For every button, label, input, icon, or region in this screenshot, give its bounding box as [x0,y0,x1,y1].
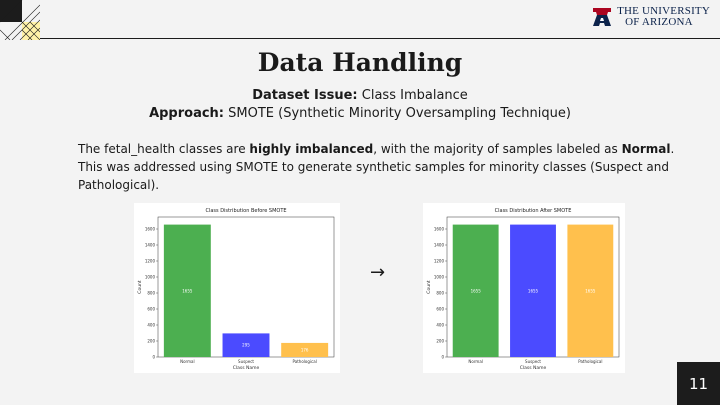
bar-value-label: 1655 [528,288,539,293]
arrow-icon: → [370,262,386,283]
x-tick-label: Normal [180,359,194,364]
chart-title: Class Distribution After SMOTE [495,208,572,214]
description-paragraph: The fetal_health classes are highly imba… [78,140,700,194]
y-tick-label: 1600 [434,227,445,232]
y-tick-label: 1200 [434,259,445,264]
y-tick-label: 600 [147,307,155,312]
para-text-1: The fetal_health classes are [78,142,250,156]
page-number: 11 [677,362,720,405]
para-bold-2: Normal [621,142,671,156]
y-axis-label: Count [137,280,143,294]
decorative-corner-pattern [0,0,41,41]
bar-suspect [222,333,270,357]
y-tick-label: 1400 [145,243,156,248]
chart-title: Class Distribution Before SMOTE [205,208,286,214]
x-tick-label: Pathological [578,359,602,364]
header-divider [40,38,720,39]
x-tick-label: Normal [468,359,482,364]
y-tick-label: 400 [147,323,155,328]
y-tick-label: 1600 [145,227,156,232]
chart-after-smote: Class Distribution After SMOTE 0 200 400 600… [423,203,625,373]
bar-normal [163,224,211,357]
bar-value-label: 1655 [182,288,193,293]
bar-normal [452,224,499,357]
bar-pathological [567,224,614,357]
y-tick-label: 1200 [145,259,156,264]
x-tick-label: Suspect [238,359,254,364]
y-tick-label: 0 [152,355,155,360]
issue-label: Dataset Issue: [252,88,358,103]
y-tick-label: 1000 [434,275,445,280]
y-tick-label: 200 [436,339,444,344]
y-tick-label: 800 [147,291,155,296]
arizona-a-logo-icon [593,8,612,26]
bar-value-label: 1655 [471,288,482,293]
bar-value-label: 1655 [585,288,596,293]
issue-value: Class Imbalance [361,88,468,103]
y-tick-label: 200 [147,339,155,344]
y-tick-label: 600 [436,307,444,312]
para-text-3: . This was addressed using SMOTE to gene… [78,142,675,192]
y-tick-label: 0 [441,355,444,360]
y-tick-label: 800 [436,291,444,296]
bar-suspect [510,224,556,357]
x-axis-label: Class Name [520,365,547,371]
bar-value-label: 176 [301,347,309,352]
approach-label: Approach: [149,106,225,121]
logo-line-2: OF ARIZONA [625,16,693,28]
bar-pathological [281,342,329,357]
logo-line-1: THE UNIVERSITY [617,5,710,17]
bar-value-label: 295 [242,343,250,348]
page-title: Data Handling [257,48,463,77]
para-text-2: , with the majority of samples labeled a… [373,142,622,156]
y-tick-label: 1000 [145,275,156,280]
y-tick-label: 1400 [434,243,445,248]
y-tick-label: 400 [436,323,444,328]
approach-line: Approach: SMOTE (Synthetic Minority Over… [0,106,720,121]
x-tick-label: Suspect [525,359,541,364]
para-bold-1: highly imbalanced [249,142,374,156]
approach-value: SMOTE (Synthetic Minority Oversampling T… [228,106,571,121]
dataset-issue-line: Dataset Issue: Class Imbalance [0,88,720,103]
x-axis-label: Class Name [233,365,260,371]
university-logo: THE UNIVERSITY OF ARIZONA [591,6,710,28]
x-tick-label: Pathological [293,359,317,364]
y-axis-label: Count [426,280,432,294]
chart-before-smote: Class Distribution Before SMOTE 0 200 400 60… [134,203,340,373]
